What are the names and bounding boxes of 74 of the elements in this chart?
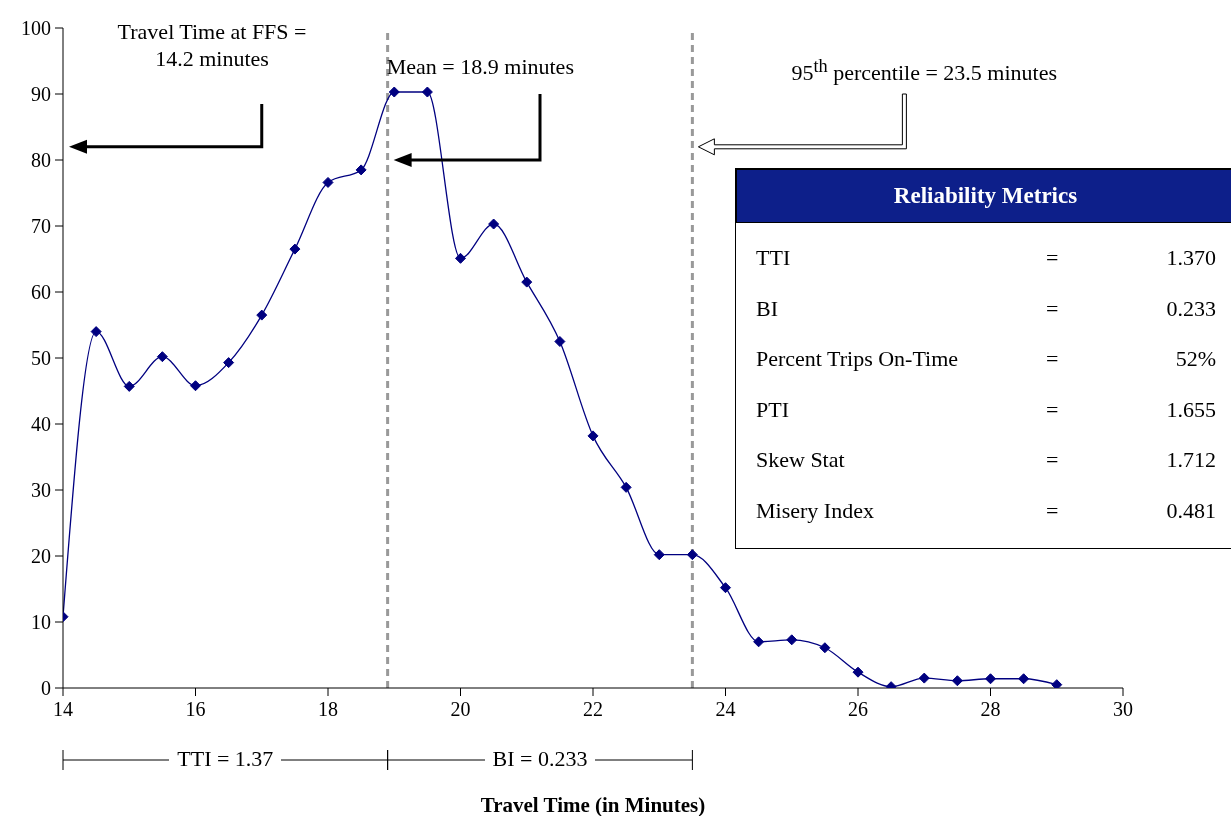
point <box>355 164 367 176</box>
y-tick-label: 40 <box>31 413 51 436</box>
annotation: PTI <box>756 395 790 424</box>
annotation: 95$^{th}$ percentile = 23.5 minutes <box>791 55 1058 87</box>
point <box>521 276 533 288</box>
annotation: BI <box>756 294 779 323</box>
x-axis-title: Travel Time (in Minutes) <box>479 793 707 816</box>
point <box>985 673 996 685</box>
y-tick-label: 30 <box>31 479 51 502</box>
annotation: Percent Trips On-Time <box>756 345 960 373</box>
x-tick-label: 20 <box>450 698 471 721</box>
x-tick-label: 30 <box>1113 698 1133 721</box>
point <box>421 86 433 98</box>
text: TTI = 1.37 <box>169 746 282 771</box>
y-tick-label: 100 <box>21 17 51 40</box>
point <box>123 380 135 392</box>
point <box>587 430 599 442</box>
annotation: Mean = 18.9 minutes <box>386 53 574 80</box>
text: 0.233 <box>1165 294 1216 323</box>
text: BI = 0.233 <box>484 746 596 771</box>
x-tick-label: 28 <box>980 698 1001 721</box>
point <box>620 481 632 493</box>
text: Reliability Metrics <box>736 169 1231 223</box>
annotation: Skew Stat <box>756 446 846 474</box>
x-tick-label: 24 <box>715 698 736 721</box>
point <box>90 326 102 338</box>
point <box>852 666 864 678</box>
point <box>786 634 798 646</box>
point <box>256 309 268 321</box>
point <box>1018 673 1030 685</box>
point <box>1051 679 1063 688</box>
point <box>455 252 466 264</box>
annotation: = <box>1046 395 1060 424</box>
x-tick-label: 16 <box>185 698 206 721</box>
point <box>753 636 765 648</box>
text: 1.655 <box>1165 395 1216 424</box>
point <box>190 380 201 392</box>
point <box>156 351 168 363</box>
point <box>223 357 235 369</box>
annotation: Misery Index <box>756 496 875 525</box>
y-tick-label: 80 <box>31 149 51 172</box>
x-tick-label: 22 <box>583 698 603 721</box>
point <box>322 176 334 188</box>
y-tick-label: 10 <box>31 611 51 634</box>
text: 1.712 <box>1165 446 1216 474</box>
point <box>686 549 698 561</box>
y-tick-label: 70 <box>31 215 51 238</box>
point <box>951 675 963 687</box>
point <box>289 243 301 255</box>
text: 1.370 <box>1165 244 1216 272</box>
annotation: Travel Time at FFS = 14.2 minutes <box>116 18 308 72</box>
x-tick-label: 18 <box>318 698 338 721</box>
y-tick-label: 0 <box>41 677 51 700</box>
point <box>653 549 665 561</box>
point <box>388 86 400 98</box>
text: 52% <box>1174 345 1216 373</box>
point <box>720 582 731 594</box>
y-tick-label: 50 <box>31 347 51 370</box>
y-tick-label: 60 <box>31 281 51 304</box>
point <box>918 672 930 684</box>
annotation: = <box>1046 294 1060 323</box>
x-tick-label: 26 <box>848 698 868 721</box>
point <box>554 336 566 347</box>
text: 0.481 <box>1165 496 1216 525</box>
annotation: = <box>1046 244 1060 272</box>
annotation: = <box>1046 446 1060 474</box>
point <box>488 218 500 230</box>
y-tick-label: 90 <box>31 83 51 106</box>
annotation: TTI <box>756 244 792 272</box>
annotation: = <box>1046 345 1060 373</box>
x-tick-label: 14 <box>53 698 73 721</box>
annotation: = <box>1046 496 1060 525</box>
point <box>819 642 831 654</box>
y-tick-label: 20 <box>31 545 51 568</box>
